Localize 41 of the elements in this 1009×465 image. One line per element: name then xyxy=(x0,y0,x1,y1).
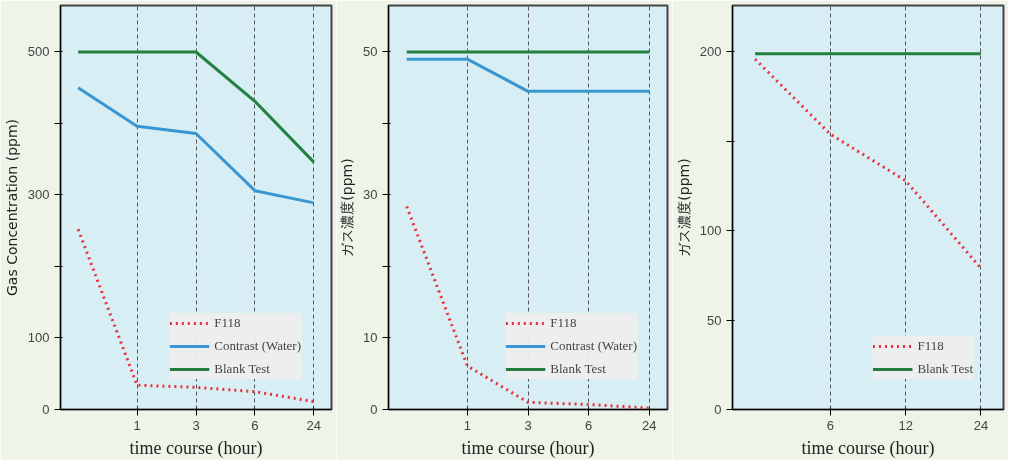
y-tick-label: 50 xyxy=(363,44,378,60)
x-axis-title: time course (hour) xyxy=(461,437,595,459)
legend-label: Contrast (Water) xyxy=(214,338,301,354)
x-tick-label: 3 xyxy=(524,417,532,433)
y-axis-title: ガス濃度(ppm) xyxy=(675,158,692,257)
legend-label: Contrast (Water) xyxy=(550,338,637,354)
legend-label: Blank Test xyxy=(214,361,270,377)
x-tick-label: 6 xyxy=(251,417,259,433)
x-tick-label: 6 xyxy=(826,417,834,433)
y-tick-label: 0 xyxy=(714,402,722,417)
y-tick-label: 0 xyxy=(42,402,50,417)
x-tick-label: 12 xyxy=(898,417,913,433)
legend-label: Blank Test xyxy=(917,361,973,377)
x-tick-label: 3 xyxy=(192,417,200,433)
y-tick-label: 100 xyxy=(699,223,722,239)
y-axis-title: Gas Concentration (ppm) xyxy=(3,119,20,296)
y-tick-label: 100 xyxy=(27,330,50,346)
y-tick-label: 300 xyxy=(27,187,50,203)
x-tick-label: 6 xyxy=(585,417,593,433)
y-tick-label: 0 xyxy=(370,402,378,417)
line-series xyxy=(76,227,316,404)
y-tick-label: 30 xyxy=(363,187,378,203)
line-series xyxy=(405,204,651,410)
line-series xyxy=(76,86,316,205)
y-tick-label: 50 xyxy=(707,312,722,328)
legend-label: F118 xyxy=(214,315,241,331)
x-tick-label: 24 xyxy=(973,417,989,433)
x-tick-label: 1 xyxy=(133,417,141,433)
y-axis-title: ガス濃度(ppm) xyxy=(339,158,356,257)
y-tick-label: 200 xyxy=(699,44,722,60)
x-axis-title: time course (hour) xyxy=(801,437,935,459)
y-tick-label: 500 xyxy=(27,44,50,60)
x-tick-label: 24 xyxy=(642,417,657,433)
legend-label: Blank Test xyxy=(550,361,606,377)
line-series xyxy=(753,57,983,270)
x-tick-label: 1 xyxy=(463,417,471,433)
y-tick-label: 10 xyxy=(363,330,378,346)
x-tick-label: 24 xyxy=(306,417,322,433)
legend-label: F118 xyxy=(550,315,577,331)
x-axis-title: time course (hour) xyxy=(129,437,263,459)
legend-label: F118 xyxy=(917,338,944,354)
